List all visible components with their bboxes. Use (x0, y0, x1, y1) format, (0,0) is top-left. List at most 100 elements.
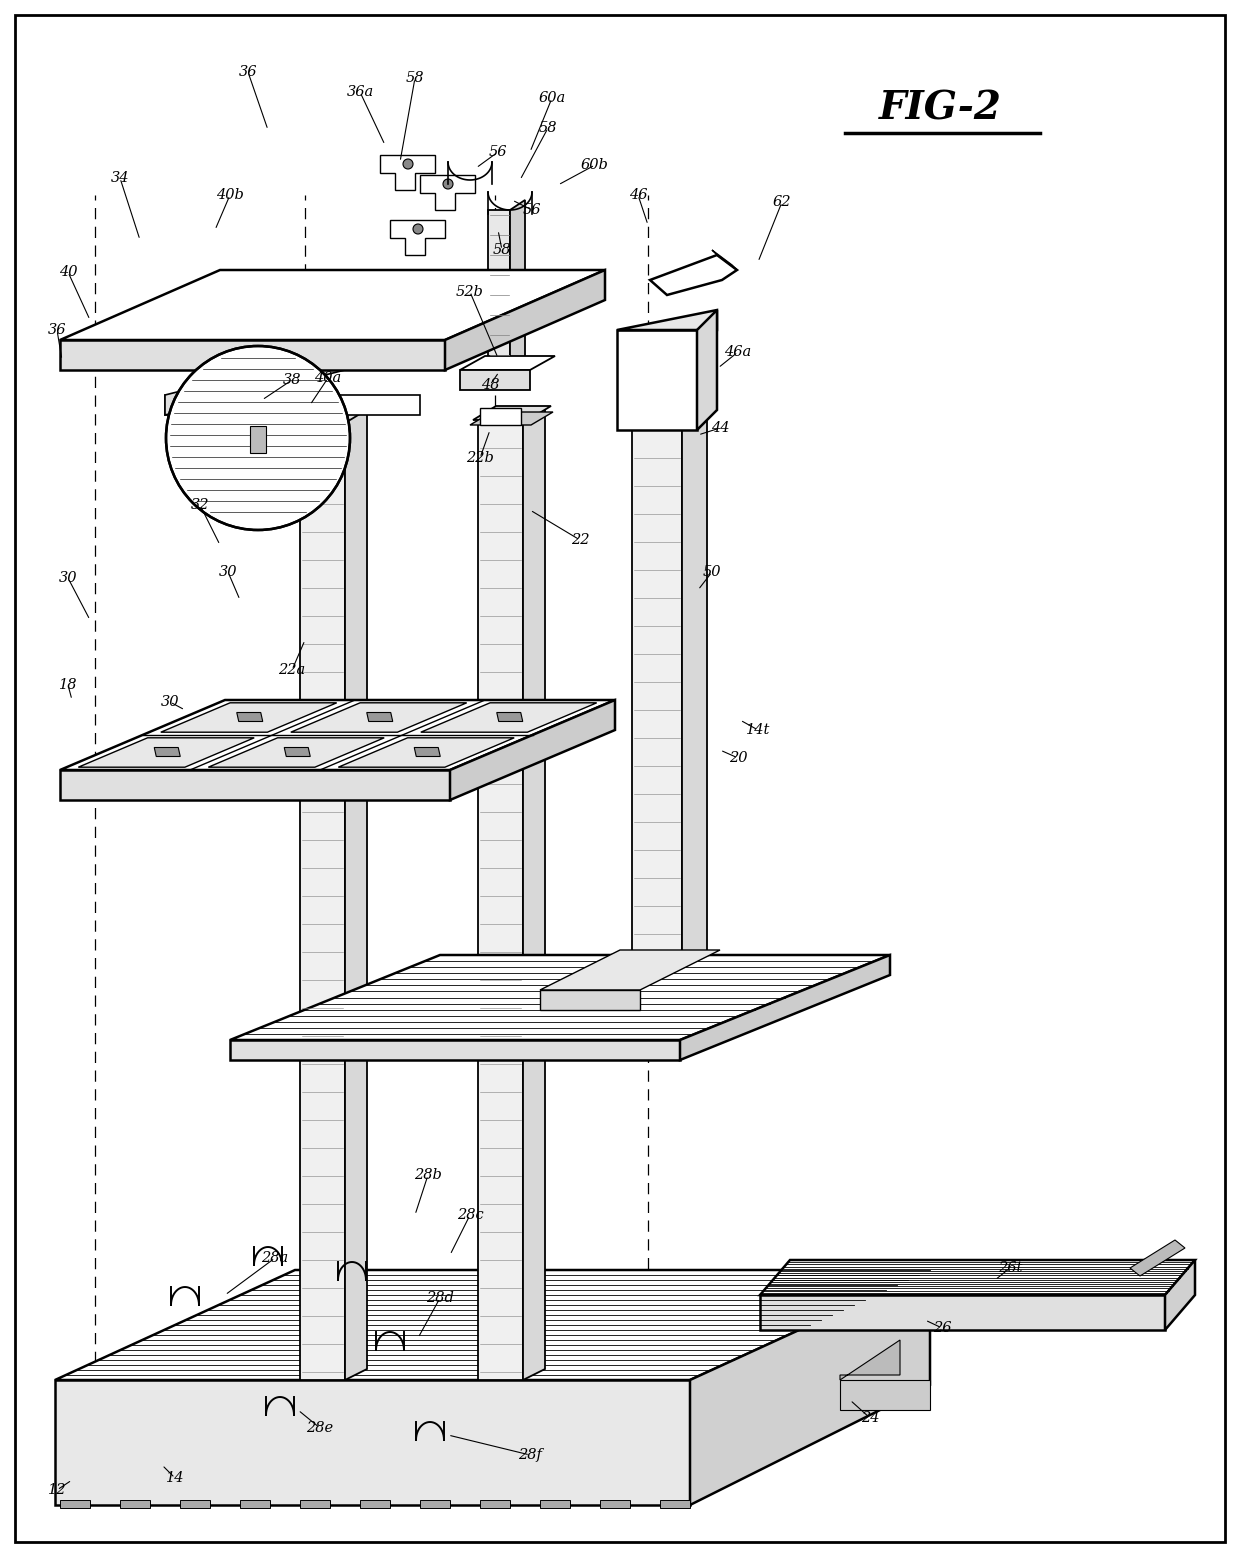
Text: 18: 18 (58, 677, 77, 691)
Polygon shape (450, 701, 615, 800)
Text: 56: 56 (489, 145, 507, 159)
Polygon shape (618, 310, 717, 330)
Text: 52b: 52b (456, 285, 484, 299)
Polygon shape (680, 954, 890, 1060)
Polygon shape (1166, 1260, 1195, 1330)
Polygon shape (161, 702, 337, 732)
Polygon shape (1130, 1239, 1185, 1277)
Polygon shape (60, 269, 605, 339)
Text: 14t: 14t (745, 722, 770, 736)
Polygon shape (250, 427, 267, 453)
Polygon shape (689, 1271, 930, 1506)
Polygon shape (120, 1499, 150, 1509)
Polygon shape (632, 430, 682, 979)
Polygon shape (55, 1380, 689, 1506)
Polygon shape (618, 330, 697, 430)
Polygon shape (360, 1499, 391, 1509)
Text: 58: 58 (538, 121, 557, 135)
Text: 60a: 60a (538, 90, 565, 104)
Text: 30: 30 (58, 571, 77, 585)
Text: 28c: 28c (456, 1208, 484, 1222)
Text: FIG-2: FIG-2 (879, 89, 1002, 128)
Text: 30: 30 (218, 565, 237, 579)
Polygon shape (295, 406, 373, 420)
Polygon shape (241, 1499, 270, 1509)
Text: 12: 12 (48, 1482, 66, 1496)
Circle shape (443, 179, 453, 188)
Polygon shape (229, 1040, 680, 1060)
Text: 50: 50 (703, 565, 722, 579)
Polygon shape (539, 1499, 570, 1509)
Polygon shape (470, 413, 553, 425)
Polygon shape (284, 747, 310, 757)
Polygon shape (165, 395, 420, 416)
Text: 58: 58 (405, 72, 424, 86)
Polygon shape (600, 1499, 630, 1509)
Text: 20: 20 (729, 750, 748, 764)
Polygon shape (480, 408, 521, 425)
Polygon shape (472, 406, 551, 420)
Polygon shape (489, 210, 510, 371)
Polygon shape (379, 156, 435, 190)
Polygon shape (420, 1499, 450, 1509)
Text: 40: 40 (58, 265, 77, 279)
Text: 28a: 28a (262, 1250, 289, 1264)
Text: 36: 36 (48, 322, 66, 336)
Text: 56: 56 (523, 202, 541, 216)
Polygon shape (477, 420, 523, 1380)
Text: 34: 34 (110, 171, 129, 185)
Polygon shape (660, 1499, 689, 1509)
Polygon shape (60, 1499, 91, 1509)
Polygon shape (760, 1295, 1166, 1330)
Polygon shape (170, 355, 210, 371)
Polygon shape (523, 409, 546, 1380)
Circle shape (166, 346, 350, 529)
Polygon shape (682, 417, 707, 979)
Text: 44: 44 (711, 420, 729, 434)
Polygon shape (229, 954, 890, 1040)
Polygon shape (180, 1499, 210, 1509)
Text: 62: 62 (773, 195, 791, 209)
Polygon shape (650, 255, 737, 294)
Polygon shape (460, 371, 529, 389)
Polygon shape (420, 702, 596, 732)
Text: 46a: 46a (724, 346, 751, 360)
Text: 22b: 22b (466, 452, 494, 466)
Text: 38: 38 (283, 374, 301, 388)
Polygon shape (300, 1499, 330, 1509)
Polygon shape (154, 747, 180, 757)
Text: 60b: 60b (582, 157, 609, 171)
Polygon shape (345, 409, 367, 1380)
Polygon shape (60, 339, 445, 371)
Polygon shape (839, 1380, 930, 1411)
Text: 36a: 36a (346, 86, 373, 100)
Polygon shape (445, 269, 605, 371)
Text: 30: 30 (161, 694, 180, 708)
Polygon shape (291, 702, 466, 732)
Polygon shape (539, 990, 640, 1010)
Text: 28e: 28e (306, 1422, 334, 1436)
Text: 40b: 40b (216, 188, 244, 202)
Polygon shape (391, 220, 445, 255)
Polygon shape (60, 771, 450, 800)
Text: 22: 22 (570, 532, 589, 547)
Polygon shape (414, 747, 440, 757)
Polygon shape (78, 738, 254, 768)
Polygon shape (460, 357, 556, 371)
Text: 48: 48 (481, 378, 500, 392)
Text: 26: 26 (932, 1320, 951, 1334)
Text: 26t: 26t (998, 1261, 1022, 1275)
Polygon shape (55, 1271, 930, 1380)
Polygon shape (712, 251, 737, 269)
Circle shape (413, 224, 423, 234)
Polygon shape (539, 950, 720, 990)
Text: 40a: 40a (315, 371, 342, 385)
Polygon shape (497, 713, 523, 721)
Polygon shape (60, 701, 615, 771)
Polygon shape (339, 738, 515, 768)
Polygon shape (697, 310, 717, 430)
Polygon shape (300, 420, 345, 1380)
Text: 32: 32 (191, 498, 210, 512)
Text: 28d: 28d (427, 1291, 454, 1305)
Text: 28f: 28f (518, 1448, 542, 1462)
